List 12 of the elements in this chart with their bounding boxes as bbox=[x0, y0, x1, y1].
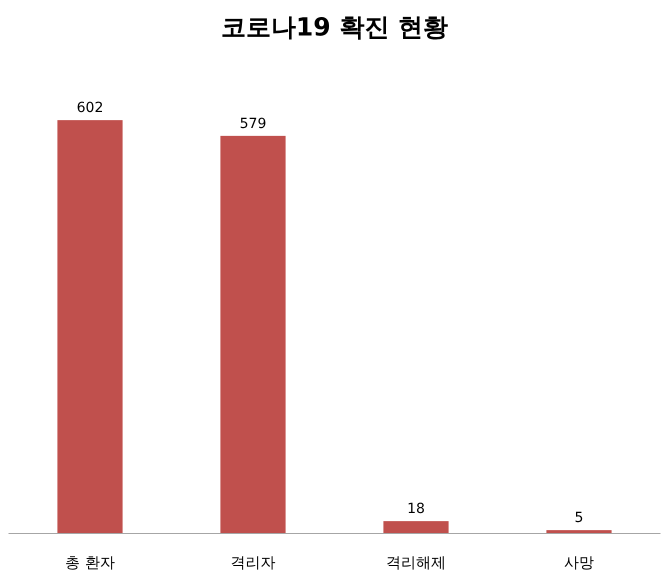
x-tick-label: 격리자 bbox=[230, 554, 276, 572]
bar bbox=[220, 136, 286, 534]
bar bbox=[57, 120, 123, 534]
x-tick-label: 격리해제 bbox=[386, 554, 446, 572]
data-label: 579 bbox=[240, 116, 266, 132]
x-tick-label: 총 환자 bbox=[65, 554, 115, 572]
chart-title: 코로나19 확진 현황 bbox=[220, 12, 448, 42]
x-tick-label: 사망 bbox=[564, 554, 594, 572]
bar bbox=[383, 521, 449, 534]
data-label: 5 bbox=[574, 510, 584, 526]
data-label: 602 bbox=[76, 100, 104, 116]
data-label: 18 bbox=[407, 501, 425, 518]
